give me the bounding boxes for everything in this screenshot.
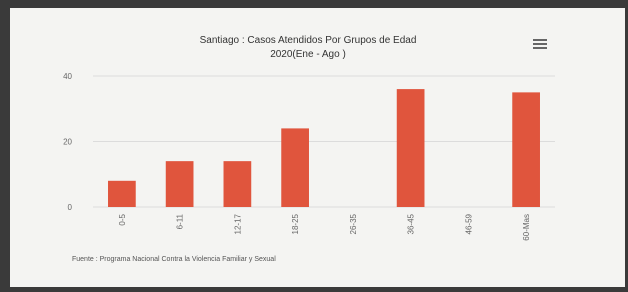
bar bbox=[108, 181, 136, 207]
y-tick-label: 20 bbox=[63, 138, 72, 147]
page: {"chart_data": {"type": "bar", "title": … bbox=[0, 0, 628, 287]
bar bbox=[512, 92, 540, 207]
y-tick-label: 40 bbox=[63, 72, 72, 81]
chart-subtitle: 2020(Ene - Ago ) bbox=[270, 49, 346, 60]
bar bbox=[166, 161, 194, 207]
x-tick-label: 26-35 bbox=[349, 213, 358, 234]
x-tick-label: 12-17 bbox=[233, 213, 242, 234]
x-tick-label: 36-45 bbox=[407, 213, 416, 234]
x-tick-label: 0-5 bbox=[118, 213, 127, 225]
credits: Fuente : Programa Nacional Contra la Vio… bbox=[72, 256, 276, 263]
x-tick-label: 18-25 bbox=[291, 213, 300, 234]
chart: Santiago : Casos Atendidos Por Grupos de… bbox=[0, 0, 628, 287]
x-tick-label: 6-11 bbox=[176, 213, 185, 229]
chart-title: Santiago : Casos Atendidos Por Grupos de… bbox=[200, 35, 417, 46]
x-tick-label: 60-Mas bbox=[522, 214, 531, 241]
bar bbox=[224, 161, 252, 207]
y-tick-label: 0 bbox=[68, 203, 73, 212]
bar bbox=[281, 128, 309, 207]
x-tick-label: 46-59 bbox=[464, 213, 473, 234]
bar bbox=[397, 89, 425, 207]
